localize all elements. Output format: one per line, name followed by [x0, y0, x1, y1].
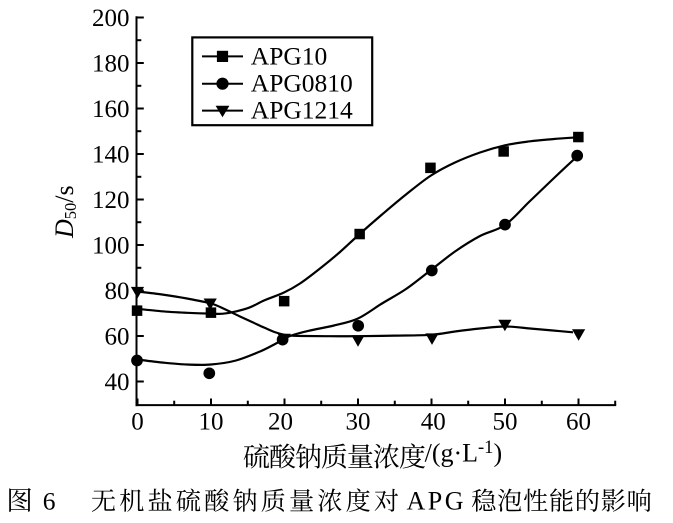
svg-text:160: 160: [92, 96, 130, 123]
svg-text:APG1214: APG1214: [251, 96, 353, 125]
svg-text:180: 180: [92, 50, 130, 77]
svg-text:80: 80: [105, 278, 130, 305]
svg-text:40: 40: [105, 369, 130, 396]
svg-text:APG10: APG10: [251, 41, 328, 70]
svg-text:60: 60: [566, 409, 591, 436]
svg-text:20: 20: [268, 409, 293, 436]
svg-text:50: 50: [493, 409, 518, 436]
svg-text:APG: APG: [407, 487, 467, 516]
svg-text:10: 10: [199, 409, 224, 436]
svg-text:120: 120: [92, 187, 130, 214]
svg-text:200: 200: [92, 5, 130, 32]
svg-text:100: 100: [92, 232, 130, 259]
svg-text:60: 60: [105, 323, 130, 350]
svg-text:140: 140: [92, 141, 130, 168]
svg-text:APG0810: APG0810: [251, 69, 353, 98]
svg-text:30: 30: [346, 409, 371, 436]
svg-text:6: 6: [43, 487, 56, 516]
svg-text:0: 0: [131, 409, 144, 436]
svg-text:40: 40: [421, 409, 446, 436]
svg-text:D50/s: D50/s: [50, 185, 80, 239]
